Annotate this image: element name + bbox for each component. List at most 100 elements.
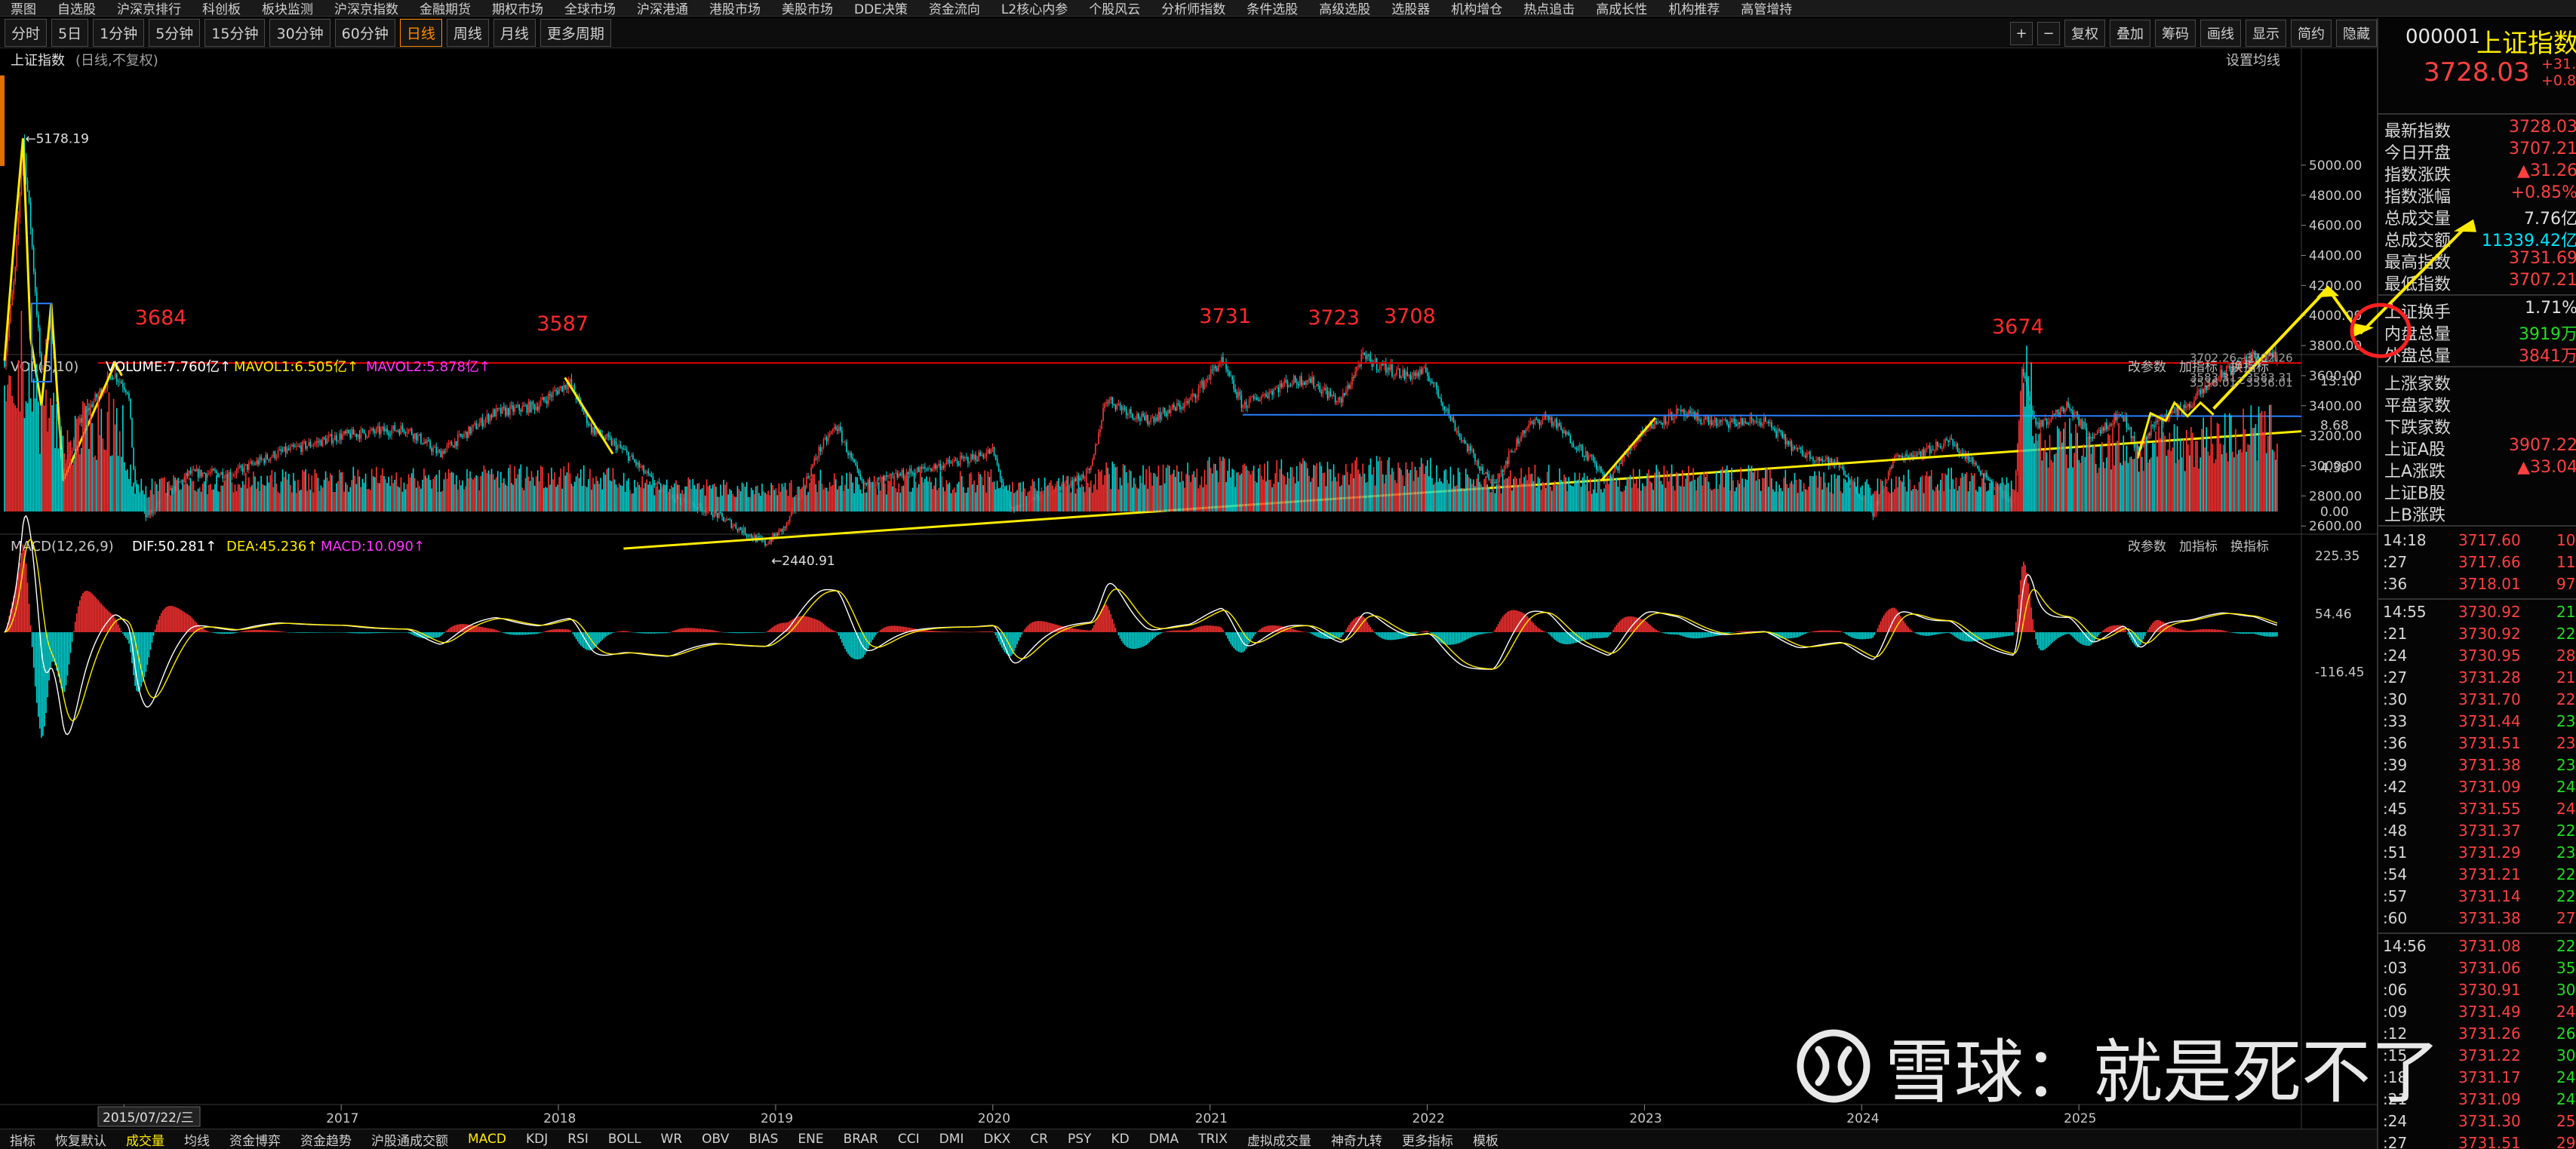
tool-button[interactable]: 隐藏 (2336, 20, 2377, 47)
volume-bar (380, 475, 382, 512)
period-button[interactable]: 1分钟 (93, 19, 145, 47)
volume-bar (1153, 472, 1155, 512)
menu-item[interactable]: 科创板 (202, 2, 241, 17)
volume-bar (978, 472, 979, 512)
menu-item[interactable]: 高级选股 (1319, 2, 1371, 17)
tool-button[interactable]: 叠加 (2110, 20, 2150, 47)
menu-item[interactable]: 机构推荐 (1668, 2, 1720, 17)
menu-item[interactable]: 票图 (11, 2, 36, 17)
candle-body (972, 454, 973, 459)
candle-body (1575, 447, 1578, 450)
tool-button[interactable]: 画线 (2200, 20, 2241, 47)
macd-link[interactable]: 加指标 (2179, 539, 2218, 555)
menu-item[interactable]: L2核心内参 (1001, 2, 1068, 17)
kline-chart[interactable]: 上证指数 (日线,不复权) 设置均线5000.004800.004600.00440… (0, 48, 2377, 1129)
period-button[interactable]: 周线 (446, 19, 489, 47)
volume-bar (535, 476, 537, 512)
volume-bar (1494, 493, 1496, 512)
tool-button[interactable]: − (2037, 21, 2060, 45)
vol-link[interactable]: 改参数 (2128, 360, 2166, 375)
tool-button[interactable]: 复权 (2064, 20, 2105, 47)
menu-item[interactable]: 港股市场 (709, 2, 761, 17)
candle-body (1800, 447, 1802, 450)
period-button[interactable]: 30分钟 (269, 19, 330, 47)
volume-bar (603, 472, 605, 512)
menu-item[interactable]: 条件选股 (1247, 2, 1299, 17)
macd-bar (176, 607, 177, 632)
menu-item[interactable]: 自选股 (57, 2, 96, 17)
period-button[interactable]: 60分钟 (334, 19, 395, 47)
volume-bar (1617, 487, 1619, 512)
volume-bar (878, 482, 880, 512)
volume-bar (170, 495, 171, 512)
candlesticks (4, 134, 2278, 548)
macd-bar (284, 631, 287, 633)
candle-body (1509, 451, 1511, 453)
period-button[interactable]: 分时 (5, 19, 48, 47)
period-button[interactable]: 15分钟 (204, 19, 266, 47)
menu-item[interactable]: 沪深京排行 (117, 2, 181, 17)
ma-settings-link[interactable]: 设置均线 (2226, 53, 2280, 69)
menu-item[interactable]: 机构增仓 (1451, 2, 1503, 17)
candle-body (1765, 417, 1766, 422)
volume-bar (1640, 490, 1642, 512)
volume-bar (2218, 423, 2220, 512)
period-button[interactable]: 日线 (399, 19, 442, 47)
menu-item[interactable]: DDE决策 (854, 2, 908, 17)
period-button[interactable]: 更多周期 (539, 19, 611, 47)
volume-bar (1074, 493, 1077, 512)
menu-item[interactable]: 期权市场 (492, 2, 543, 17)
candle-body (97, 394, 100, 398)
menu-item[interactable]: 美股市场 (782, 2, 833, 17)
macd-link[interactable]: 改参数 (2128, 539, 2166, 555)
volume-bar (1460, 487, 1462, 512)
menu-item[interactable]: 高管增持 (1741, 2, 1793, 17)
volume-bar (1967, 491, 1969, 512)
tool-button[interactable]: 简约 (2291, 20, 2332, 47)
volume-bar (165, 494, 167, 512)
volume-bar (2084, 456, 2086, 512)
menu-item[interactable]: 资金流向 (928, 2, 980, 17)
menu-item[interactable]: 热点追击 (1523, 2, 1575, 17)
menu-item[interactable]: 选股器 (1391, 2, 1431, 17)
vol-link[interactable]: 换指标 (2230, 360, 2269, 375)
period-button[interactable]: 月线 (493, 19, 536, 47)
volume-bar (1213, 463, 1215, 512)
menu-item[interactable]: 板块监测 (262, 2, 313, 17)
menu-item[interactable]: 金融期货 (420, 2, 471, 17)
macd-link[interactable]: 换指标 (2230, 539, 2269, 555)
macd-bar (66, 632, 69, 676)
period-button[interactable]: 5分钟 (149, 19, 201, 47)
volume-bar (1067, 475, 1069, 512)
tool-button[interactable]: 筹码 (2155, 20, 2196, 47)
period-button[interactable]: 5日 (51, 19, 89, 47)
volume-bar (127, 469, 128, 512)
candle-body (1320, 392, 1323, 394)
volume-bar (1369, 458, 1372, 512)
tool-button[interactable]: + (2010, 21, 2033, 45)
candle-body (339, 433, 340, 441)
candle-body (241, 467, 244, 472)
volume-bar (1483, 478, 1485, 512)
volume-bar (606, 469, 608, 512)
volume-bar (19, 411, 21, 512)
volume-bar (680, 493, 681, 512)
candle-body (2138, 447, 2140, 450)
menu-item[interactable]: 沪深京指数 (334, 2, 398, 17)
volume-bar (186, 484, 189, 512)
menu-item[interactable]: 全球市场 (564, 2, 616, 17)
volume-bar (1826, 487, 1828, 512)
vol-link[interactable]: 加指标 (2179, 360, 2218, 375)
volume-bar (1031, 479, 1034, 512)
macd-bar (145, 632, 147, 672)
menu-item[interactable]: 沪深港通 (637, 2, 688, 17)
volume-bar (109, 456, 112, 512)
candle-body (1333, 395, 1335, 396)
tool-button[interactable]: 显示 (2246, 20, 2286, 47)
menu-item[interactable]: 分析师指数 (1161, 2, 1226, 17)
menu-item[interactable]: 高成长性 (1596, 2, 1648, 17)
menu-item[interactable]: 个股风云 (1089, 2, 1141, 17)
volume-bar (833, 473, 835, 512)
volume-bar (262, 484, 263, 512)
volume-bar (1111, 461, 1114, 512)
